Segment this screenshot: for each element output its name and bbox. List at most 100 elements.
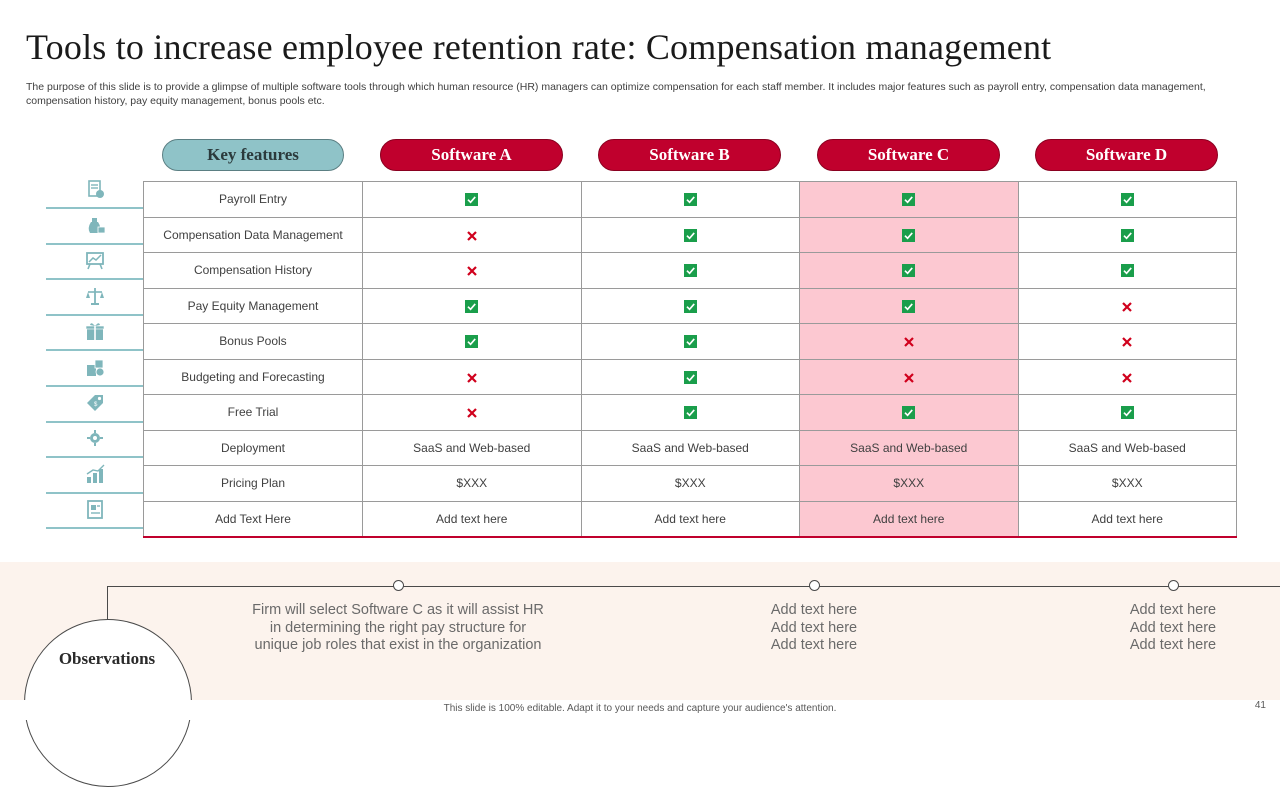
feature-name: Compensation History (143, 252, 363, 289)
feature-name: Payroll Entry (143, 181, 363, 218)
icon-underline (46, 242, 143, 245)
supported-cell (580, 323, 800, 360)
table-row: Add Text Here Add text here Add text here A… (143, 500, 1237, 538)
check-icon (683, 228, 697, 242)
supported-cell (1017, 216, 1237, 253)
feature-name: Compensation Data Management (143, 216, 363, 253)
value-cell: SaaS and Web-based (1017, 429, 1237, 466)
value-cell: Add text here (799, 500, 1019, 538)
check-icon (683, 264, 697, 278)
check-icon (1120, 406, 1134, 420)
check-icon (683, 370, 697, 384)
observation-text-3: Add text here Add text here Add text her… (1073, 602, 1273, 655)
feature-icon-slot (46, 356, 143, 392)
check-icon (1120, 264, 1134, 278)
table-row: Pricing Plan $XXX $XXX $XXX $XXX (143, 465, 1237, 502)
icon-underline (46, 349, 143, 352)
growth-chart-icon (86, 464, 105, 483)
observations-band (0, 562, 1280, 700)
observation-line: Add text here (1129, 637, 1217, 653)
value-cell: SaaS and Web-based (362, 429, 582, 466)
check-icon (1120, 228, 1134, 242)
check-icon (465, 193, 479, 207)
price-tag-icon: $ (87, 394, 103, 411)
check-icon (902, 228, 916, 242)
unsupported-cell (362, 252, 582, 289)
unsupported-cell (1017, 358, 1237, 395)
value-cell: Add text here (1017, 500, 1237, 538)
timeline-dot (393, 580, 404, 591)
observation-line: Add text here (770, 619, 858, 636)
icon-underline (46, 385, 143, 387)
observations-connector (107, 586, 108, 620)
icon-underline (46, 491, 143, 494)
icon-underline (46, 313, 143, 316)
icon-underline (46, 278, 143, 281)
unsupported-cell (799, 358, 1019, 395)
supported-cell (580, 394, 800, 431)
check-icon (465, 299, 479, 313)
software-d-header: Software D (1035, 139, 1218, 171)
supported-cell (362, 181, 582, 218)
observations-timeline (107, 586, 1280, 587)
supported-cell (580, 358, 800, 395)
observation-line: Add text here (1129, 619, 1217, 636)
supported-cell (799, 287, 1019, 324)
feature-name: Add Text Here (143, 500, 363, 538)
check-icon (1120, 193, 1134, 207)
table-row: Deployment SaaS and Web-based SaaS and Web… (143, 429, 1237, 466)
icon-underline (46, 527, 143, 530)
icon-underline (46, 456, 143, 459)
supported-cell (580, 287, 800, 324)
slide-title: Tools to increase employee retention rat… (26, 27, 1052, 67)
supported-cell (580, 216, 800, 253)
check-icon (465, 335, 479, 349)
feature-icon-slot: $ (46, 392, 143, 428)
unsupported-cell (362, 394, 582, 431)
feature-name: Budgeting and Forecasting (143, 358, 363, 395)
feature-icon-slot (46, 214, 143, 250)
observation-line: Firm will select Software C as it will a… (252, 602, 544, 618)
timeline-dot (1168, 580, 1179, 591)
check-icon (902, 406, 916, 420)
check-icon (683, 193, 697, 207)
key-features-header: Key features (162, 139, 344, 171)
feature-icon-slot (46, 427, 143, 463)
check-icon (902, 193, 916, 207)
svg-text:$: $ (94, 402, 98, 408)
feature-icon-slot (46, 285, 143, 321)
unsupported-cell (362, 216, 582, 253)
observation-line: in determining the right pay structure f… (269, 619, 527, 636)
supported-cell (362, 323, 582, 360)
value-cell: SaaS and Web-based (799, 429, 1019, 466)
observation-text-1: Firm will select Software C as it will a… (228, 602, 568, 655)
table-row: Pay Equity Management (143, 287, 1237, 324)
history-board-icon (86, 252, 104, 270)
table-row: Compensation Data Management (143, 216, 1237, 253)
cross-icon (466, 408, 477, 418)
cloud-gear-icon (87, 430, 103, 447)
supported-cell (1017, 394, 1237, 431)
check-icon (902, 299, 916, 313)
feature-name: Pricing Plan (143, 465, 363, 502)
footer-band (0, 700, 1280, 720)
check-icon (683, 335, 697, 349)
observations-label: Observations (58, 649, 156, 668)
table-row: Budgeting and Forecasting (143, 358, 1237, 395)
cross-icon (1122, 301, 1133, 312)
feature-icon-slot (46, 320, 143, 356)
table-row: Compensation History (143, 252, 1237, 289)
observation-line: Add text here (770, 602, 858, 618)
page-number: 41 (1254, 700, 1266, 711)
supported-cell (1017, 181, 1237, 218)
software-c-header: Software C (817, 139, 1000, 171)
unsupported-cell (799, 323, 1019, 360)
value-cell: $XXX (1017, 465, 1237, 502)
observation-line: unique job roles that exist in the organ… (254, 637, 542, 653)
cross-icon (903, 372, 914, 383)
supported-cell (362, 287, 582, 324)
timeline-dot (809, 580, 820, 591)
payroll-icon (88, 180, 104, 198)
unsupported-cell (362, 358, 582, 395)
cross-icon (1122, 372, 1133, 383)
